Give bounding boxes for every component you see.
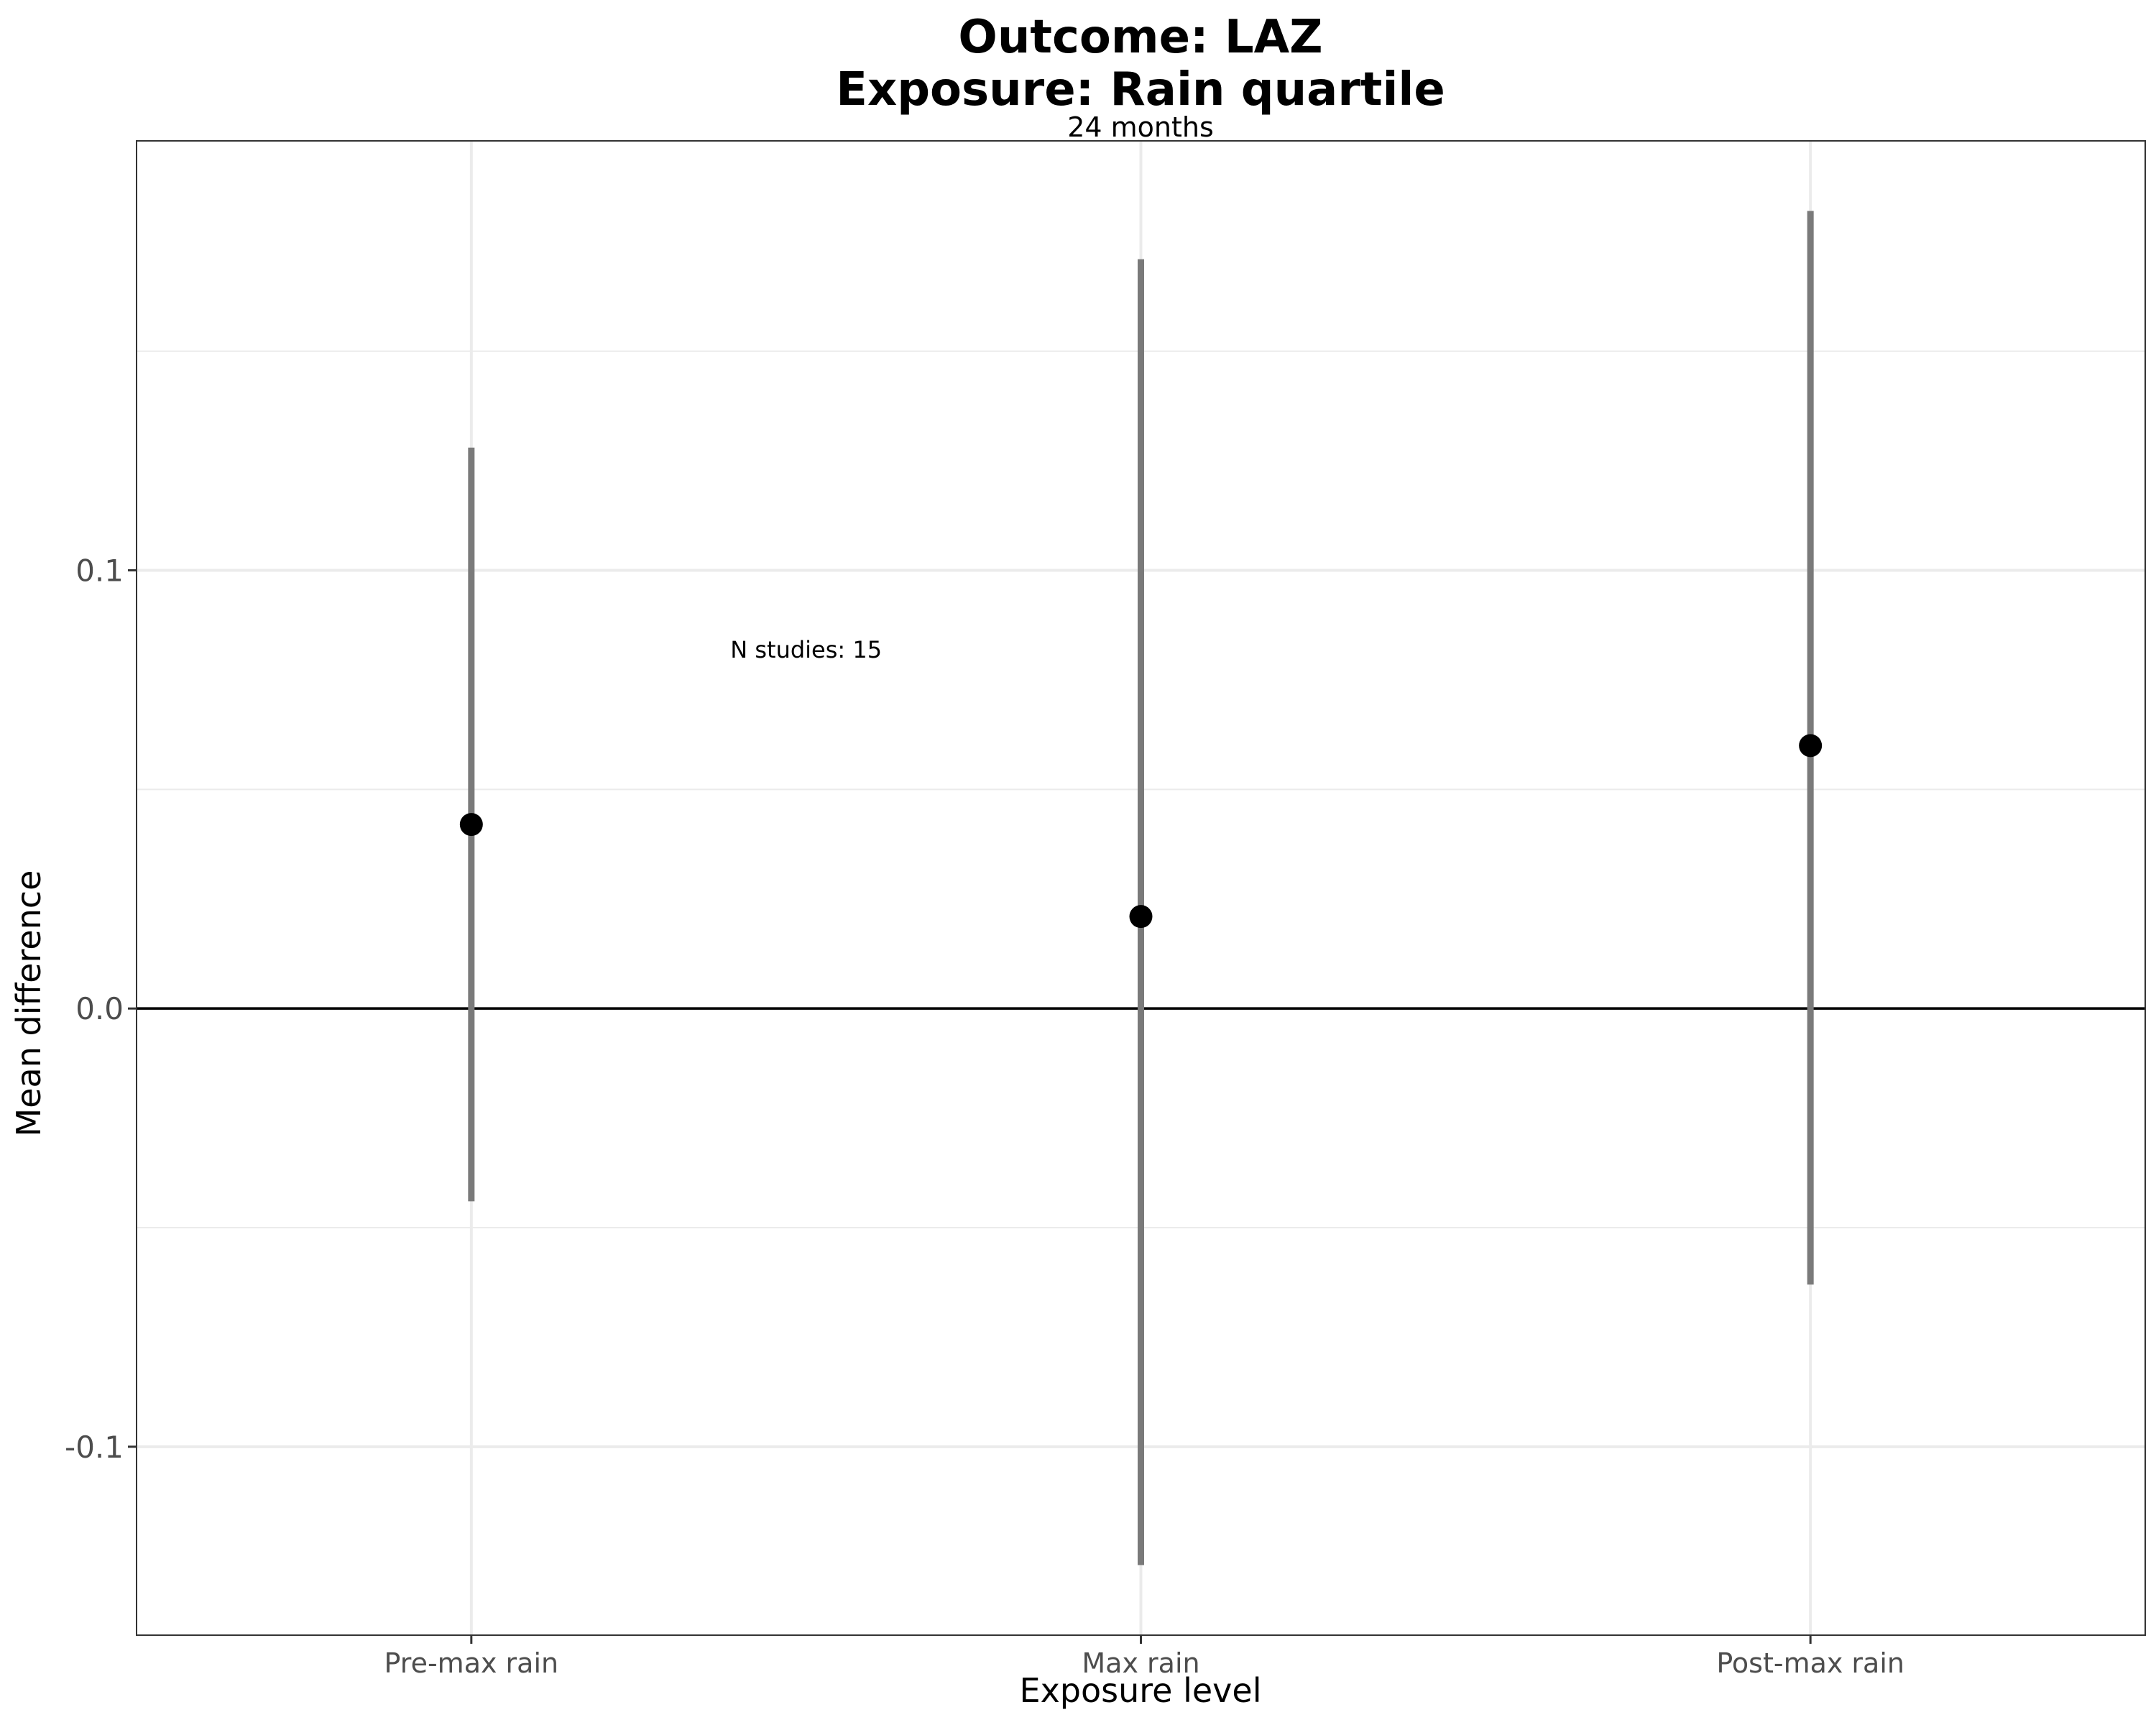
x-axis: Pre-max rain Max rain Post-max rain [384, 1635, 1904, 1679]
y-axis: -0.1 0.0 0.1 [65, 553, 137, 1465]
x-tick-label: Pre-max rain [384, 1647, 559, 1679]
chart-subtitle: 24 months [1067, 111, 1214, 143]
x-tick-label: Max rain [1082, 1647, 1199, 1679]
point-estimate [1799, 734, 1823, 758]
x-axis-title: Exposure level [1020, 1671, 1262, 1710]
chart-title-line2: Exposure: Rain quartile [836, 63, 1445, 116]
y-axis-title: Mean difference [9, 870, 48, 1137]
y-tick-label: 0.1 [75, 553, 124, 588]
point-estimate [459, 813, 483, 837]
y-tick-label: 0.0 [75, 991, 124, 1026]
chart-title-line1: Outcome: LAZ [958, 11, 1322, 64]
x-tick-label: Post-max rain [1716, 1647, 1904, 1679]
marks-layer [459, 211, 1823, 1565]
point-estimate [1129, 905, 1153, 929]
n-studies-annotation: N studies: 15 [730, 636, 882, 663]
y-tick-label: -0.1 [65, 1430, 124, 1465]
